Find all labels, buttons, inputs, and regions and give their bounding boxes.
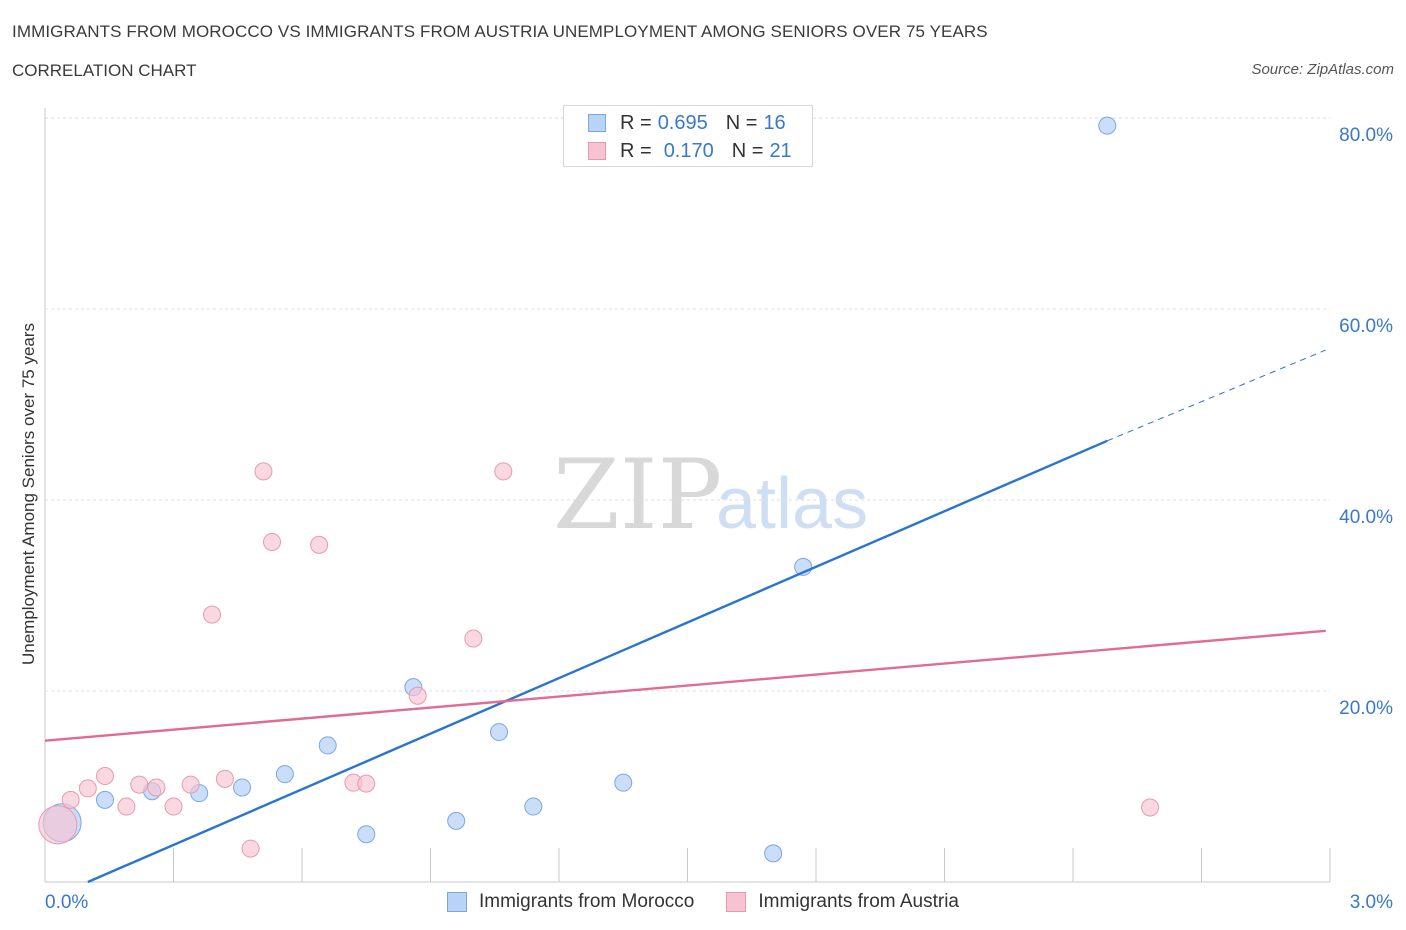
point-morocco — [318, 736, 337, 755]
legend-r-value-austria: 0.170 — [663, 139, 714, 162]
point-morocco — [95, 790, 114, 809]
series-label-austria: Immigrants from Austria — [758, 891, 959, 912]
legend-r-label: R = — [620, 111, 652, 134]
y-tick-label: 40.0% — [1339, 507, 1393, 528]
point-morocco — [764, 844, 783, 863]
legend-n-value-austria: 21 — [769, 139, 792, 162]
point-austria — [1141, 798, 1160, 817]
series-legend-austria: Immigrants from Austria — [726, 891, 959, 913]
trendline-morocco-extension — [1107, 349, 1326, 442]
point-austria — [215, 769, 234, 788]
chart-subtitle: CORRELATION CHART — [12, 61, 197, 80]
source-credit: Source: ZipAtlas.com — [1251, 61, 1394, 78]
series-legend: Immigrants from Morocco Immigrants from … — [0, 888, 1406, 916]
legend-r-label: R = — [620, 139, 652, 162]
watermark-zip: ZIP — [553, 439, 722, 551]
legend-row-morocco: R = 0.695 N = 16 — [588, 110, 786, 136]
point-austria — [254, 462, 273, 481]
point-austria — [357, 774, 376, 793]
point-austria — [408, 686, 427, 705]
chart-title: IMMIGRANTS FROM MOROCCO VS IMMIGRANTS FR… — [12, 22, 988, 41]
point-morocco — [490, 723, 509, 742]
point-austria — [130, 775, 149, 794]
x-tick-label-max: 3.0% — [1350, 892, 1393, 913]
point-morocco — [447, 811, 466, 830]
point-morocco — [357, 825, 376, 844]
point-austria — [78, 779, 97, 798]
legend-n-value-morocco: 16 — [763, 111, 786, 134]
legend-r-value-morocco: 0.695 — [657, 111, 708, 134]
trendline-austria — [44, 629, 1326, 742]
point-austria — [61, 790, 80, 809]
point-austria — [95, 766, 114, 785]
y-axis-label: Unemployment Among Seniors over 75 years — [19, 323, 38, 665]
series-label-morocco: Immigrants from Morocco — [479, 891, 695, 912]
series-legend-morocco: Immigrants from Morocco — [447, 891, 694, 913]
legend-swatch-austria — [588, 142, 606, 160]
point-austria — [310, 535, 329, 554]
point-morocco — [1098, 116, 1117, 135]
series-swatch-austria — [726, 892, 747, 912]
legend-n-label: N = — [731, 139, 764, 162]
x-tick-label-min: 0.0% — [45, 892, 88, 913]
point-austria — [181, 775, 200, 794]
correlation-legend: R = 0.695 N = 16 R = 0.170 N = 21 — [563, 105, 813, 167]
series-swatch-morocco — [447, 892, 467, 912]
y-tick-label: 60.0% — [1339, 316, 1393, 337]
point-morocco — [614, 773, 633, 792]
point-morocco — [524, 797, 543, 816]
point-austria — [241, 839, 260, 858]
point-austria — [494, 462, 513, 481]
point-austria — [117, 797, 136, 816]
legend-row-austria: R = 0.170 N = 21 — [588, 138, 792, 164]
point-austria — [464, 629, 483, 648]
point-austria — [203, 605, 222, 624]
point-morocco — [233, 778, 252, 797]
trendline-morocco — [87, 439, 1108, 884]
point-austria — [164, 797, 183, 816]
point-austria — [147, 778, 166, 797]
point-morocco — [275, 765, 294, 784]
point-austria — [38, 805, 78, 845]
y-tick-label: 80.0% — [1339, 125, 1393, 146]
legend-swatch-morocco — [588, 114, 606, 132]
legend-n-label: N = — [725, 111, 758, 134]
point-austria — [263, 533, 282, 552]
watermark-atlas: atlas — [716, 464, 868, 544]
y-tick-label: 20.0% — [1339, 698, 1393, 719]
